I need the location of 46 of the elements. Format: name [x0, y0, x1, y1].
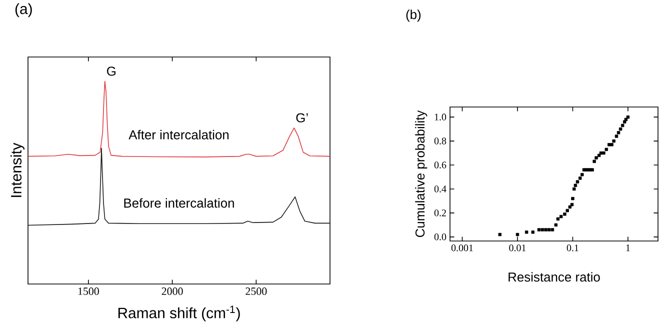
x-axis-title: Raman shift (cm$^{-1}$): [118, 306, 240, 322]
point: [594, 156, 598, 160]
point: [602, 151, 606, 155]
chart-title: (a): [15, 3, 32, 18]
point: [550, 228, 554, 232]
x-tick-label: 0.001: [451, 244, 473, 252]
point: [548, 228, 551, 232]
point: [574, 184, 578, 187]
x-axis-title: Resistance ratio: [508, 272, 600, 282]
y-tick-label: 0.2: [434, 210, 446, 216]
series-label: After intercalation: [128, 130, 229, 140]
point: [612, 139, 616, 143]
point: [626, 115, 630, 119]
point: [576, 180, 580, 184]
x-tick-label: 1500: [78, 288, 99, 295]
point: [621, 124, 624, 128]
point: [616, 131, 620, 134]
point: [578, 176, 582, 180]
x-tick-label: 1: [626, 244, 630, 252]
series-label: Before intercalation: [124, 198, 234, 208]
point: [623, 120, 626, 124]
point: [610, 143, 614, 146]
y-tick-label: 0.0: [434, 234, 446, 240]
y-axis-title: Cumulative probability: [415, 110, 428, 238]
point: [572, 187, 576, 191]
point: [624, 118, 628, 122]
point: [592, 160, 596, 164]
point: [580, 173, 584, 176]
point: [554, 223, 558, 227]
y-tick-label: 0.4: [434, 186, 446, 192]
annotation: G’: [296, 113, 308, 122]
point: [604, 148, 608, 152]
point: [614, 134, 618, 138]
x-tick-label: 0.01: [509, 244, 526, 252]
point: [556, 217, 560, 221]
chart-title: (b): [406, 10, 421, 22]
y-tick-label: 0.6: [434, 162, 446, 168]
point: [618, 127, 622, 131]
x-tick-label: 0.1: [566, 244, 578, 252]
y-axis-title: Intensity: [10, 142, 24, 197]
x-tick-label: 2000: [162, 288, 183, 295]
annotation: G: [107, 66, 116, 76]
y-tick-label: 1.0: [434, 114, 446, 120]
point: [597, 154, 601, 158]
x-tick-label: 2500: [246, 288, 267, 295]
y-tick-label: 0.8: [434, 138, 446, 144]
